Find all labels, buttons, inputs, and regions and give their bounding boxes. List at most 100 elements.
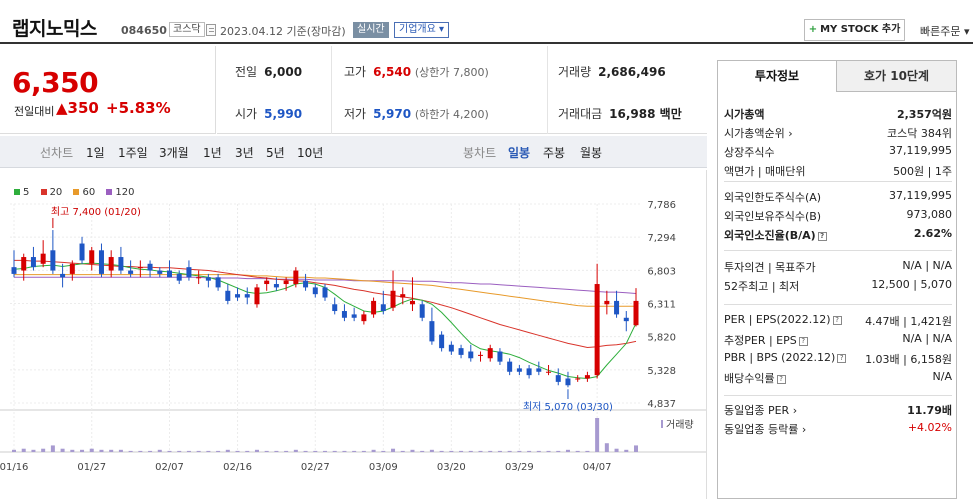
candle-body <box>633 300 639 326</box>
candle-chart-label: 봉차트 <box>463 146 497 160</box>
legend-ma120: 120 <box>106 187 135 198</box>
metric-low: 저가 5,970 (하한가 4,200) <box>344 107 489 121</box>
volume-bar <box>595 418 600 452</box>
stock-header: 랩지노믹스 084650 코스닥 2023.04.12 기준(장마감) 실시간 … <box>0 0 973 44</box>
change-label: 전일대비 <box>14 105 55 118</box>
info-key: 추정PER | EPS? <box>724 332 808 348</box>
period-5y[interactable]: 5년 <box>266 146 285 160</box>
candle-body <box>264 280 270 285</box>
candle-body <box>303 280 309 288</box>
period-1d[interactable]: 1일 <box>86 146 105 160</box>
x-tick-label: 01/27 <box>77 462 106 473</box>
candle-body <box>584 375 590 379</box>
metric-amount: 거래대금 16,988 백만 <box>558 107 682 121</box>
info-value: N/A | N/A <box>902 332 952 345</box>
candle-body <box>137 267 143 269</box>
info-key: 52주최고 | 최저 <box>724 280 800 293</box>
metric-volume: 거래량 2,686,496 <box>558 65 666 79</box>
volume-bar <box>31 449 36 452</box>
info-key: 시가총액 <box>724 108 765 121</box>
volume-bar <box>235 450 240 452</box>
price-chart: 5 20 60 120 7,786 7,294 6,803 6,311 5,820 5,3… <box>0 170 707 499</box>
chart-period-bar: 선차트 1일 1주일 3개월 1년 3년 5년 10년 봉차트 일봉 주봉 월봉 <box>0 136 707 168</box>
candle-body <box>322 287 328 298</box>
volume-bar <box>70 449 75 452</box>
x-tick-label: 04/07 <box>583 462 612 473</box>
x-tick-label: 02/27 <box>301 462 330 473</box>
candle-body <box>351 314 357 318</box>
volume-bar <box>439 450 444 452</box>
low-annotation: 최저 5,070 (03/30) <box>523 401 613 413</box>
candle-body <box>478 354 483 356</box>
my-stock-label: MY STOCK 추가 <box>820 24 901 35</box>
period-10y[interactable]: 10년 <box>297 146 324 160</box>
volume-bar <box>449 450 454 452</box>
tab-order-book[interactable]: 호가 10단계 <box>837 61 956 92</box>
volume-bar <box>381 450 386 452</box>
volume-bar <box>264 450 269 452</box>
tab-investment-info[interactable]: 투자정보 <box>718 61 837 92</box>
candle-body <box>283 280 289 285</box>
volume-bar <box>303 450 308 452</box>
company-overview-button[interactable]: 기업개요 ▾ <box>394 22 449 38</box>
volume-bar <box>254 449 259 452</box>
help-icon[interactable]: ? <box>832 315 842 325</box>
chart-canvas[interactable]: 7,786 7,294 6,803 6,311 5,820 5,328 4,837 01/16… <box>0 170 706 499</box>
plus-icon: + <box>808 24 818 35</box>
volume-bar <box>517 450 522 452</box>
volume-bar <box>634 445 638 452</box>
info-row: 시가총액 2,357억원 <box>724 106 952 123</box>
info-key: PER | EPS(2022.12)? <box>724 313 842 326</box>
volume-bar <box>186 450 191 452</box>
volume-bar <box>109 449 114 452</box>
candle-body <box>118 257 124 271</box>
y-tick-label: 4,837 <box>647 399 676 410</box>
period-1y[interactable]: 1년 <box>203 146 222 160</box>
help-icon[interactable]: ? <box>798 336 808 346</box>
candle-weekly[interactable]: 주봉 <box>543 146 566 160</box>
volume-bar <box>196 450 201 452</box>
volume-bar <box>21 448 26 452</box>
market-badge: 코스닥 <box>169 22 205 37</box>
section-divider <box>724 304 952 305</box>
info-value: 4.47배 | 1,421원 <box>865 315 952 328</box>
candle-body <box>11 267 17 274</box>
volume-bar <box>323 450 327 452</box>
candle-body <box>507 361 513 372</box>
candle-body <box>205 277 211 281</box>
candle-body <box>225 290 231 301</box>
change-percent: +5.83% <box>106 99 171 117</box>
quick-order-button[interactable]: 빠른주문 ▾ <box>920 25 970 38</box>
info-value: N/A | N/A <box>902 259 952 272</box>
help-icon[interactable]: ? <box>837 353 847 363</box>
volume-bar <box>177 450 182 452</box>
help-icon[interactable]: ? <box>817 231 827 241</box>
info-key: 상장주식수 <box>724 146 775 159</box>
volume-bar <box>284 450 289 452</box>
help-icon[interactable]: ? <box>776 374 786 384</box>
candle-body <box>254 287 260 305</box>
volume-bar <box>478 450 483 452</box>
period-1w[interactable]: 1주일 <box>118 146 148 160</box>
realtime-button[interactable]: 실시간 <box>353 22 389 38</box>
info-row: 동일업종 PER › 11.79배 <box>724 402 952 419</box>
volume-bar <box>225 449 230 452</box>
info-row: PER | EPS(2022.12)? 4.47배 | 1,421원 <box>724 313 952 330</box>
candle-daily[interactable]: 일봉 <box>508 146 531 160</box>
reference-date: 2023.04.12 기준(장마감) <box>220 25 346 38</box>
my-stock-add-button[interactable]: + MY STOCK 추가 <box>804 19 905 41</box>
candle-body <box>293 270 299 285</box>
candle-body <box>594 284 600 376</box>
candle-body <box>614 300 620 315</box>
y-tick-label: 7,786 <box>647 200 676 211</box>
volume-bar <box>527 450 532 452</box>
volume-bar <box>507 450 512 452</box>
candle-body <box>215 277 221 288</box>
period-3y[interactable]: 3년 <box>235 146 254 160</box>
candle-body <box>98 250 104 274</box>
volume-bar <box>420 450 425 452</box>
info-value: 2,357억원 <box>896 108 952 121</box>
candle-monthly[interactable]: 월봉 <box>580 146 603 160</box>
period-3m[interactable]: 3개월 <box>159 146 189 160</box>
candle-body <box>108 257 114 271</box>
